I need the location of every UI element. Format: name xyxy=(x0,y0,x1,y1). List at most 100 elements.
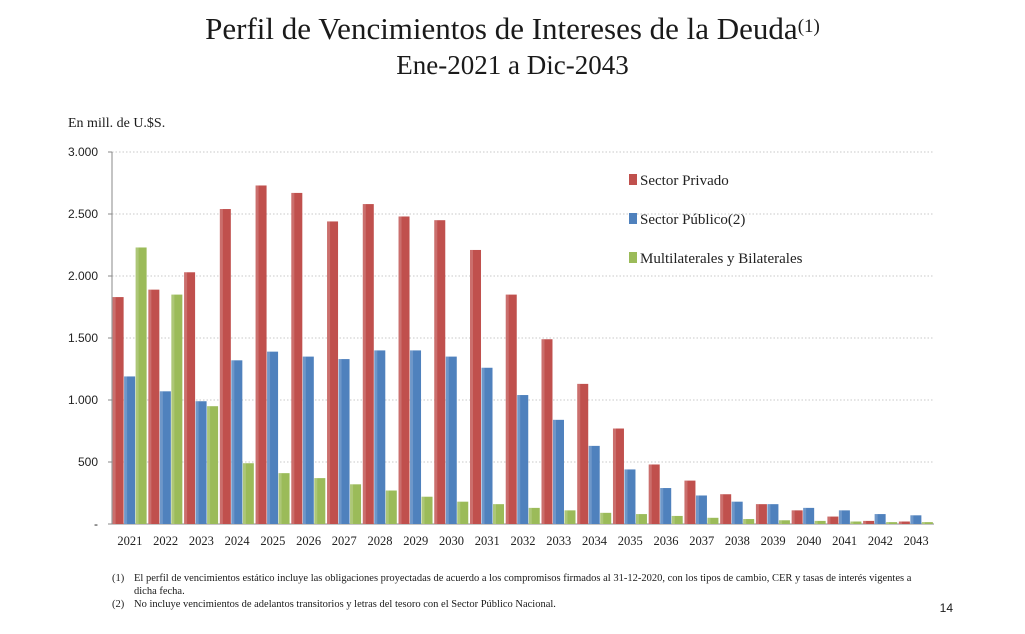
bar-highlight-2-2029 xyxy=(421,496,425,524)
bar-highlight-0-2038 xyxy=(720,494,724,524)
bar-sector-p-blico-2--2022 xyxy=(159,391,171,524)
y-tick-label-2000: 2.000 xyxy=(68,269,98,283)
bar-highlight-1-2028 xyxy=(374,350,378,524)
footnote-2-text: No incluye vencimientos de adelantos tra… xyxy=(134,599,556,610)
bar-highlight-0-2042 xyxy=(863,520,867,524)
bar-sector-p-blico-2--2030 xyxy=(445,356,457,524)
bar-highlight-1-2033 xyxy=(552,419,556,524)
bar-highlight-0-2031 xyxy=(470,249,474,524)
bar-sector-p-blico-2--2031 xyxy=(481,367,493,524)
x-tick-label-2041: 2041 xyxy=(832,534,857,548)
bar-highlight-2-2023 xyxy=(207,406,211,524)
chart-subtitle: Ene-2021 a Dic-2043 xyxy=(396,50,629,80)
bar-highlight-1-2043 xyxy=(910,515,914,524)
bar-sector-privado-2029 xyxy=(398,216,410,525)
bar-sector-p-blico-2--2024 xyxy=(231,360,243,524)
x-tick-label-2024: 2024 xyxy=(225,534,251,548)
bar-highlight-2-2027 xyxy=(350,484,354,524)
bar-multilaterales-y-bilaterales-2033 xyxy=(564,510,576,524)
bar-highlight-0-2036 xyxy=(648,464,652,524)
x-tick-label-2029: 2029 xyxy=(403,534,428,548)
legend-label-0: Sector Privado xyxy=(640,173,729,189)
bar-highlight-0-2022 xyxy=(148,289,152,524)
bar-highlight-0-2041 xyxy=(827,516,831,524)
bar-multilaterales-y-bilaterales-2025 xyxy=(278,473,290,524)
bar-sector-p-blico-2--2039 xyxy=(767,504,779,524)
bar-highlight-1-2037 xyxy=(695,495,699,524)
legend-label-1: Sector Público(2) xyxy=(640,212,745,228)
bar-sector-privado-2042 xyxy=(863,520,875,524)
y-tick-label-1500: 1.500 xyxy=(68,331,98,345)
bar-multilaterales-y-bilaterales-2027 xyxy=(350,484,362,524)
bar-sector-privado-2032 xyxy=(505,294,517,524)
bar-multilaterales-y-bilaterales-2026 xyxy=(314,478,326,524)
bar-highlight-2-2026 xyxy=(314,478,318,524)
bar-highlight-0-2039 xyxy=(755,504,759,524)
bar-sector-p-blico-2--2033 xyxy=(552,419,564,524)
bar-multilaterales-y-bilaterales-2030 xyxy=(457,501,469,524)
bar-multilaterales-y-bilaterales-2038 xyxy=(743,519,755,524)
bar-highlight-1-2025 xyxy=(267,351,271,524)
bar-sector-privado-2034 xyxy=(577,383,589,524)
bar-highlight-1-2040 xyxy=(803,507,807,524)
chart-title: Perfil de Vencimientos de Intereses de l… xyxy=(0,10,1025,48)
bar-highlight-0-2030 xyxy=(434,220,438,524)
bar-sector-p-blico-2--2035 xyxy=(624,469,636,524)
x-tick-label-2023: 2023 xyxy=(189,534,214,548)
bar-highlight-0-2025 xyxy=(255,185,259,525)
x-tick-label-2028: 2028 xyxy=(368,534,393,548)
footnote-1-text: El perfil de vencimientos estático inclu… xyxy=(134,573,912,597)
bar-multilaterales-y-bilaterales-2041 xyxy=(850,521,862,524)
y-tick-label-1000: 1.000 xyxy=(68,393,98,407)
bar-multilaterales-y-bilaterales-2042 xyxy=(886,522,898,524)
bar-multilaterales-y-bilaterales-2037 xyxy=(707,517,719,524)
bar-highlight-1-2026 xyxy=(302,356,306,524)
footnotes: (1) El perfil de vencimientos estático i… xyxy=(112,572,912,611)
bar-sector-privado-2028 xyxy=(362,204,374,524)
bar-highlight-0-2021 xyxy=(112,297,116,524)
bar-highlight-2-2033 xyxy=(564,510,568,524)
x-tick-label-2035: 2035 xyxy=(618,534,643,548)
bar-highlight-0-2023 xyxy=(184,272,188,524)
bar-sector-privado-2025 xyxy=(255,185,267,525)
bar-highlight-1-2023 xyxy=(195,401,199,524)
bar-multilaterales-y-bilaterales-2035 xyxy=(635,514,647,524)
bar-sector-p-blico-2--2041 xyxy=(838,510,850,524)
x-tick-label-2030: 2030 xyxy=(439,534,464,548)
bar-highlight-2-2043 xyxy=(921,522,925,524)
page-number: 14 xyxy=(939,601,953,615)
bar-highlight-0-2040 xyxy=(791,510,795,524)
x-tick-label-2033: 2033 xyxy=(546,534,571,548)
y-axis-unit-label: En mill. de U.$S. xyxy=(68,116,166,131)
bar-highlight-1-2029 xyxy=(410,350,414,524)
bar-sector-privado-2041 xyxy=(827,516,839,524)
bar-highlight-2-2037 xyxy=(707,517,711,524)
bar-multilaterales-y-bilaterales-2032 xyxy=(528,507,540,524)
bar-highlight-1-2030 xyxy=(445,356,449,524)
bar-multilaterales-y-bilaterales-2024 xyxy=(242,463,254,524)
bar-sector-p-blico-2--2036 xyxy=(660,488,672,524)
x-tick-label-2025: 2025 xyxy=(260,534,285,548)
bar-highlight-2-2039 xyxy=(778,520,782,524)
bar-highlight-2-2028 xyxy=(385,490,389,524)
bar-sector-p-blico-2--2026 xyxy=(302,356,314,524)
footnote-1-number: (1) xyxy=(112,573,125,584)
bar-sector-p-blico-2--2038 xyxy=(731,501,743,524)
bar-sector-p-blico-2--2032 xyxy=(517,395,529,524)
bar-sector-privado-2039 xyxy=(755,504,767,524)
bar-highlight-2-2021 xyxy=(135,247,139,525)
legend-swatch-2 xyxy=(629,252,637,263)
bar-sector-privado-2022 xyxy=(148,289,160,524)
y-tick-label-0: - xyxy=(94,517,98,531)
bar-highlight-0-2034 xyxy=(577,383,581,524)
bar-sector-privado-2043 xyxy=(898,521,910,524)
bar-highlight-1-2022 xyxy=(159,391,163,524)
chart-title-text: Perfil de Vencimientos de Intereses de l… xyxy=(205,11,798,46)
bar-sector-p-blico-2--2025 xyxy=(267,351,279,524)
x-tick-label-2043: 2043 xyxy=(904,534,929,548)
bar-sector-p-blico-2--2023 xyxy=(195,401,207,524)
bar-highlight-1-2042 xyxy=(874,514,878,524)
bar-sector-privado-2036 xyxy=(648,464,660,524)
x-tick-label-2039: 2039 xyxy=(761,534,786,548)
